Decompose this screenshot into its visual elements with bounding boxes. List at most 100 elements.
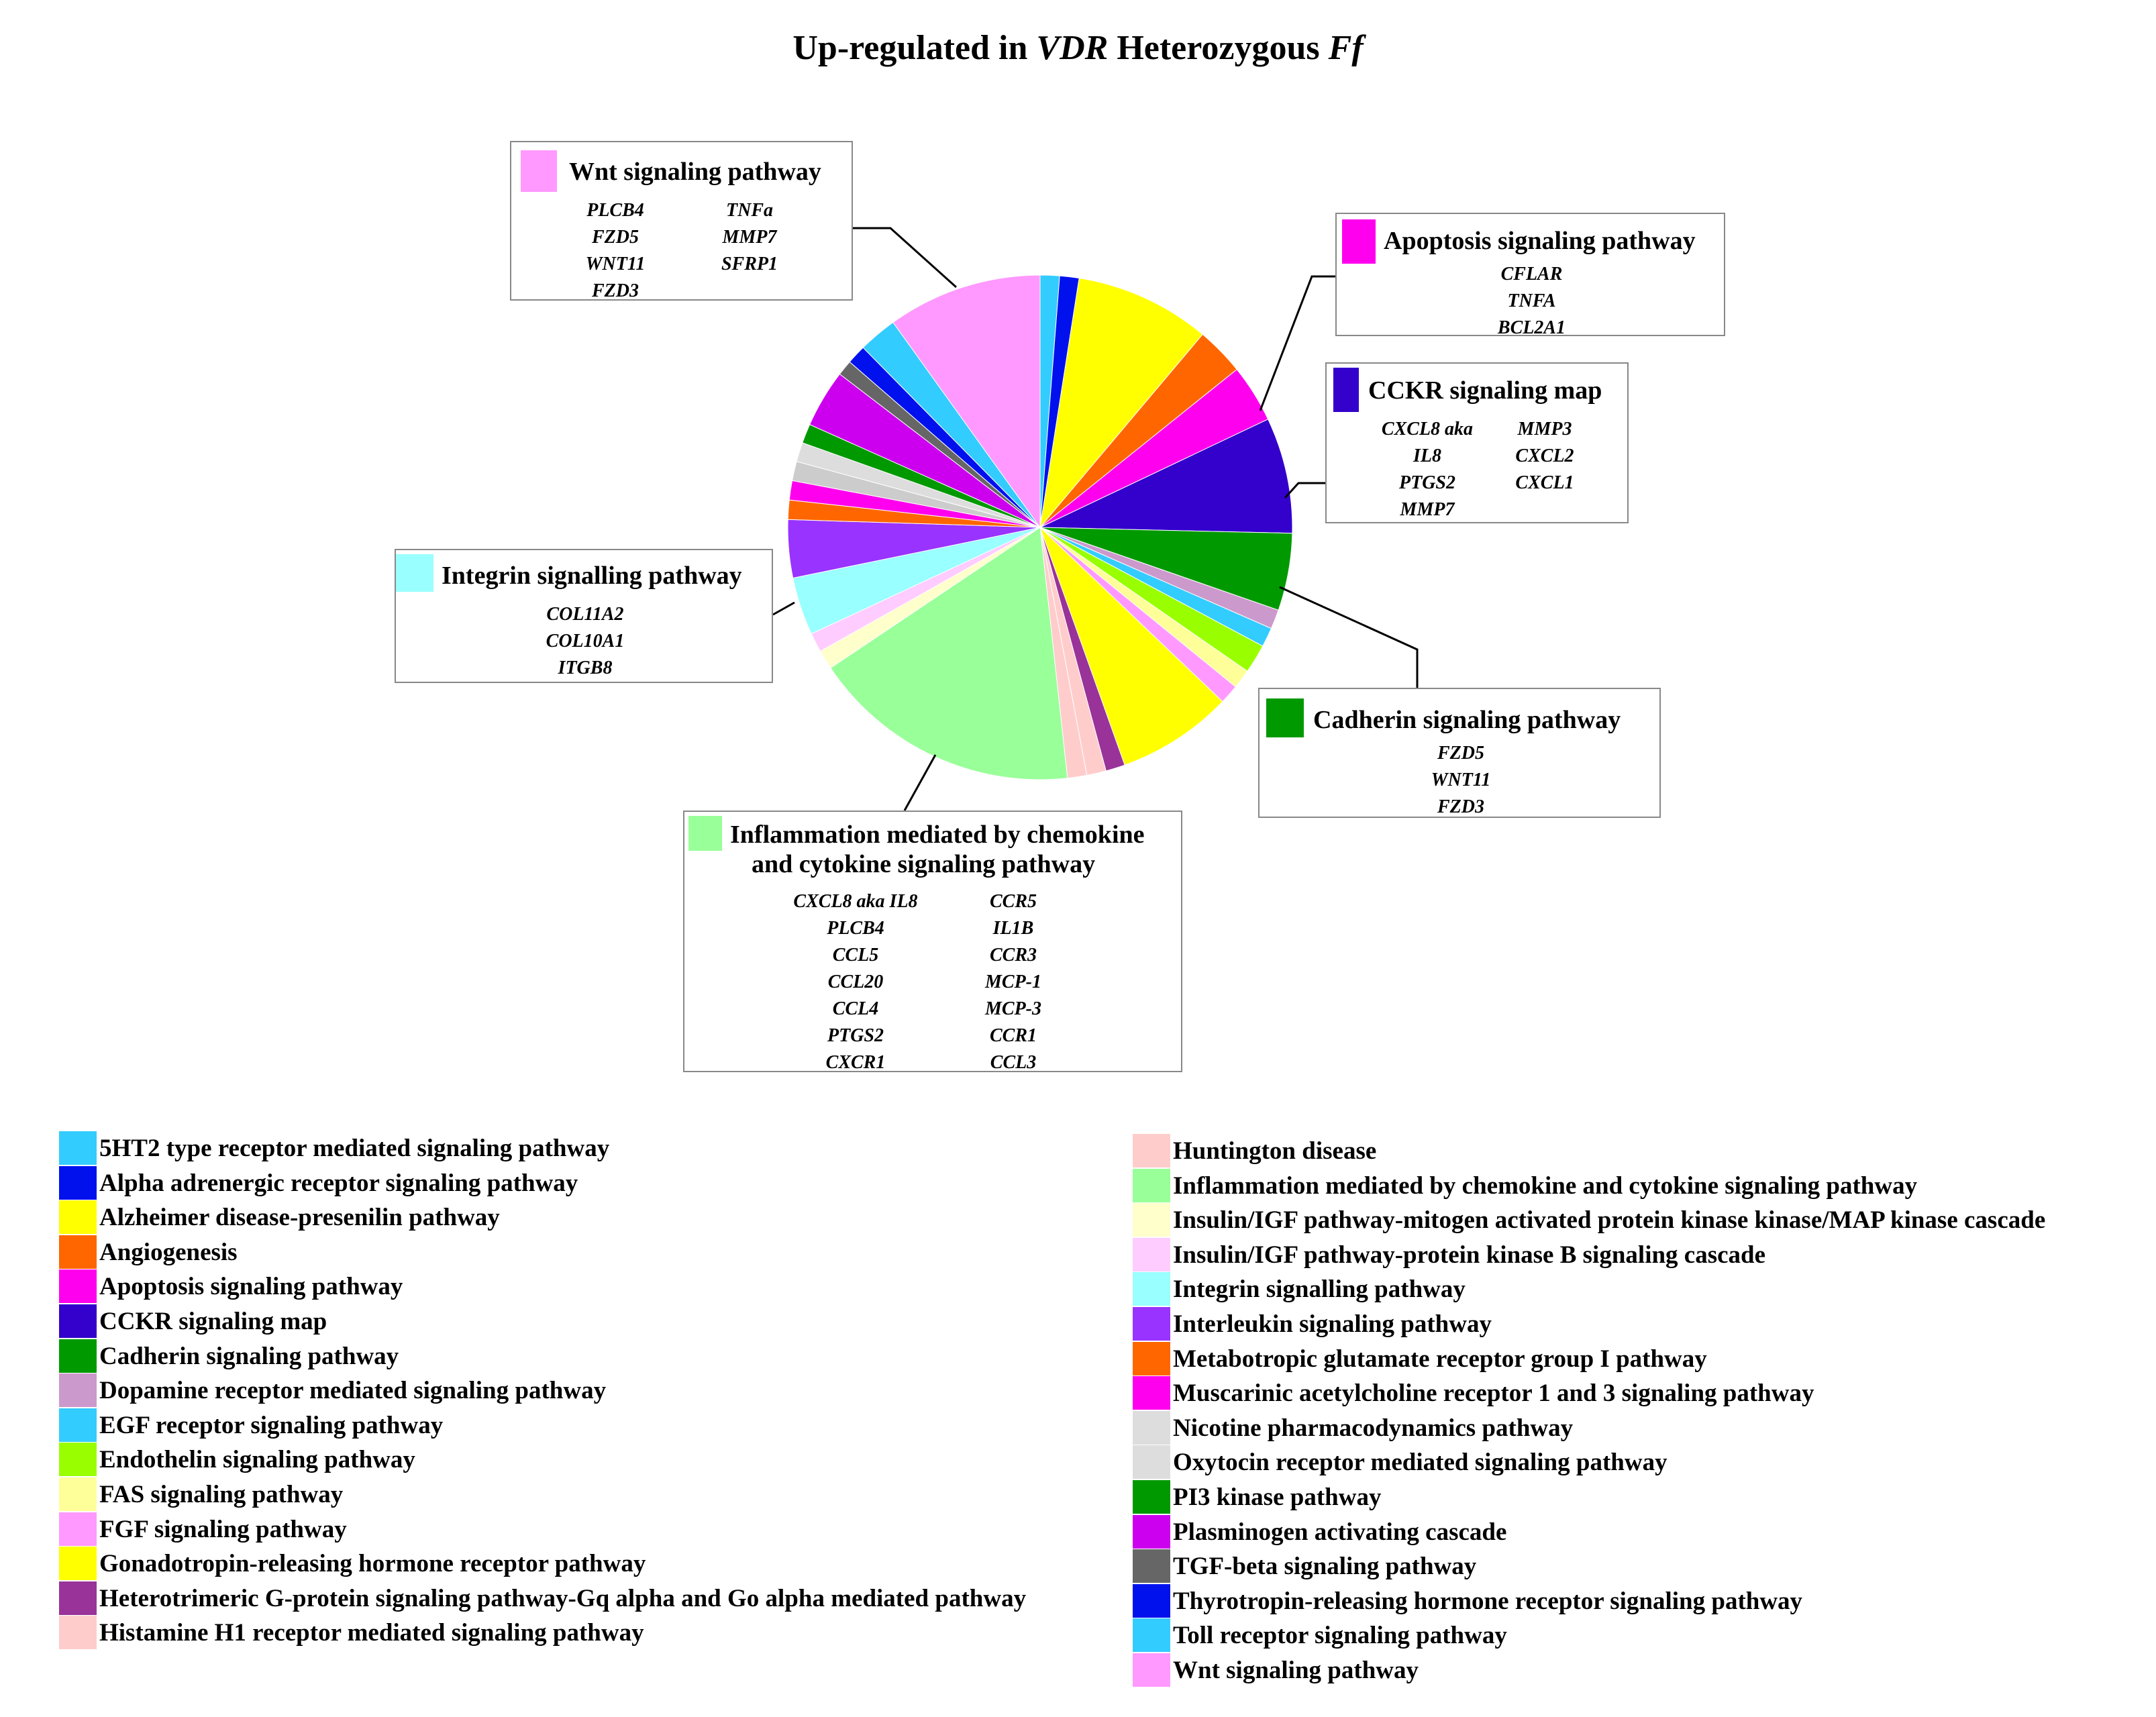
leader-lines xyxy=(772,227,1419,811)
legend-label: Oxytocin receptor mediated signaling pat… xyxy=(1173,1449,1667,1477)
legend-label: Plasminogen activating cascade xyxy=(1173,1518,1507,1546)
leader-integrin xyxy=(772,601,795,616)
legend-swatch xyxy=(1133,1445,1170,1479)
gene: IL1B xyxy=(992,918,1034,939)
callout-inflammation-genes-2: CCR5 IL1B CCR3 MCP-1 MCP-3 CCR1 CCL3 xyxy=(953,888,1074,1076)
legend-swatch xyxy=(59,1373,97,1408)
legend-label: CCKR signaling map xyxy=(99,1307,327,1335)
gene: PLCB4 xyxy=(586,200,644,221)
legend-swatch xyxy=(59,1581,97,1615)
gene: WNT11 xyxy=(1431,770,1491,790)
legend-swatch xyxy=(1133,1306,1170,1341)
callout-inflammation-title-1: Inflammation mediated by chemokine xyxy=(730,821,1145,849)
gene: CCL5 xyxy=(832,945,879,966)
legend-swatch xyxy=(1133,1341,1170,1375)
legend-label: Huntington disease xyxy=(1173,1137,1377,1165)
gene: CCL4 xyxy=(832,998,879,1019)
legend-label: Cadherin signaling pathway xyxy=(99,1342,399,1370)
pie-chart xyxy=(772,227,1419,811)
legend-label: PI3 kinase pathway xyxy=(1173,1483,1382,1511)
gene: MMP7 xyxy=(722,227,777,248)
legend-swatch xyxy=(59,1512,97,1546)
legend-label: 5HT2 type receptor mediated signaling pa… xyxy=(99,1135,610,1162)
legend-swatch xyxy=(1133,1376,1170,1410)
legend-swatch xyxy=(59,1304,97,1338)
callout-cckr-swatch xyxy=(1333,368,1359,412)
gene: IL8 xyxy=(1413,446,1441,466)
legend-swatch xyxy=(1133,1514,1170,1549)
legend-label: Thyrotropin-releasing hormone receptor s… xyxy=(1173,1587,1803,1615)
callout-wnt: Wnt signaling pathway PLCB4 FZD5 WNT11 F… xyxy=(510,141,853,301)
gene: MMP7 xyxy=(1400,499,1455,520)
callout-wnt-genes-1: PLCB4 FZD5 WNT11 FZD3 xyxy=(565,197,666,305)
gene: CXCL1 xyxy=(1515,472,1574,493)
callout-inflammation: Inflammation mediated by chemokine and c… xyxy=(683,811,1182,1073)
legend-label: FAS signaling pathway xyxy=(99,1480,344,1508)
leader-wnt xyxy=(852,227,958,289)
gene: FZD3 xyxy=(1437,796,1484,817)
gene: MCP-1 xyxy=(985,972,1041,992)
legend-swatch xyxy=(1133,1203,1170,1237)
leader-cadherin xyxy=(1279,586,1419,688)
legend-label: FGF signaling pathway xyxy=(99,1515,347,1543)
callout-inflammation-swatch xyxy=(688,816,722,851)
legend-swatch xyxy=(1133,1549,1170,1583)
gene: CXCL8 aka xyxy=(1381,419,1474,439)
callout-wnt-genes-2: TNFa MMP7 SFRP1 xyxy=(699,197,800,278)
legend-swatch xyxy=(1133,1134,1170,1167)
legend-swatch xyxy=(1133,1618,1170,1653)
callout-cckr-title: CCKR signaling map xyxy=(1368,376,1602,405)
callout-integrin: Integrin signalling pathway COL11A2 COL1… xyxy=(395,549,773,683)
callout-wnt-title: Wnt signaling pathway xyxy=(569,158,821,186)
legend-swatch xyxy=(59,1477,97,1511)
gene: MCP-3 xyxy=(985,998,1041,1019)
gene: CFLAR xyxy=(1500,264,1563,284)
legend-label: Angiogenesis xyxy=(99,1238,238,1266)
gene: CCL3 xyxy=(990,1052,1037,1073)
pie-slice xyxy=(1039,419,1293,534)
gene: FZD3 xyxy=(592,280,639,301)
legend-label: Nicotine pharmacodynamics pathway xyxy=(1173,1414,1574,1442)
legend-label: Gonadotropin-releasing hormone receptor … xyxy=(99,1550,646,1578)
callout-apoptosis: Apoptosis signaling pathway CFLAR TNFA B… xyxy=(1335,213,1725,338)
legend-swatch xyxy=(1133,1237,1170,1271)
legend-label: Inflammation mediated by chemokine and c… xyxy=(1173,1172,1918,1200)
legend-label: TGF-beta signaling pathway xyxy=(1173,1553,1477,1581)
legend-swatch xyxy=(59,1131,97,1165)
gene: FZD5 xyxy=(1437,743,1484,764)
legend-swatch xyxy=(59,1200,97,1235)
gene: PLCB4 xyxy=(827,918,884,939)
gene: WNT11 xyxy=(585,254,646,274)
legend-swatch xyxy=(1133,1272,1170,1306)
gene: CXCR1 xyxy=(825,1052,886,1073)
legend-label: Dopamine receptor mediated signaling pat… xyxy=(99,1377,607,1405)
legend-label: Metabotropic glutamate receptor group I … xyxy=(1173,1345,1707,1373)
callout-integrin-genes: COL11A2 COL10A1 ITGB8 xyxy=(396,601,774,682)
gene: CCL20 xyxy=(827,972,884,992)
pie-slice xyxy=(1039,527,1223,766)
legend-swatch xyxy=(1133,1479,1170,1514)
callout-cckr-genes-1: CXCL8 aka IL8 PTGS2 MMP7 xyxy=(1367,416,1488,523)
gene: COL10A1 xyxy=(546,631,625,652)
legend-label: Interleukin signaling pathway xyxy=(1173,1310,1492,1338)
gene: CXCL8 aka IL8 xyxy=(793,891,918,912)
legend-swatch xyxy=(59,1616,97,1650)
callout-cadherin-genes: FZD5 WNT11 FZD3 xyxy=(1260,740,1662,821)
leader-apoptosis xyxy=(1259,275,1335,411)
pie-slice xyxy=(892,274,1041,529)
legend-label: Apoptosis signaling pathway xyxy=(99,1273,403,1301)
legend-swatch xyxy=(59,1235,97,1269)
legend-label: Insulin/IGF pathway-mitogen activated pr… xyxy=(1173,1206,2046,1235)
gene: ITGB8 xyxy=(558,658,613,678)
callout-cadherin-title: Cadherin signaling pathway xyxy=(1313,706,1621,734)
legend-label: Muscarinic acetylcholine receptor 1 and … xyxy=(1173,1380,1814,1408)
callout-cckr: CCKR signaling map CXCL8 aka IL8 PTGS2 M… xyxy=(1325,362,1629,523)
pie-slices xyxy=(787,274,1293,780)
gene: MMP3 xyxy=(1517,419,1572,439)
callout-wnt-swatch xyxy=(521,150,557,192)
legend-swatch xyxy=(59,1408,97,1442)
gene: TNFA xyxy=(1507,291,1556,311)
callout-integrin-title: Integrin signalling pathway xyxy=(442,562,742,590)
legend-swatch xyxy=(1133,1653,1170,1687)
legend-swatch xyxy=(1133,1583,1170,1618)
